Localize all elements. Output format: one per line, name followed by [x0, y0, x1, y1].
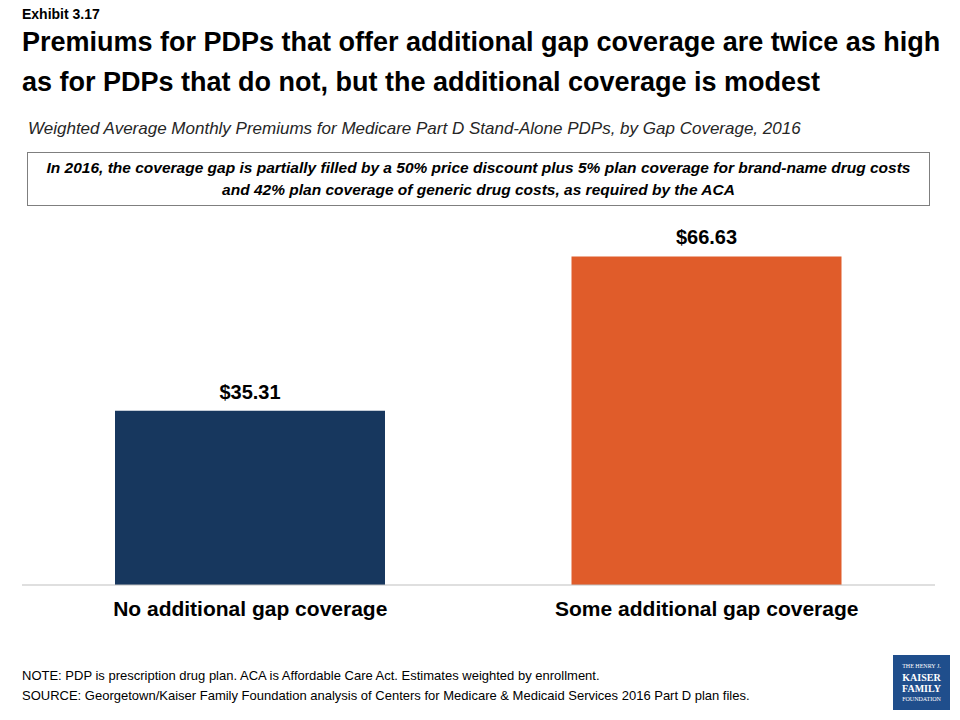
svg-text:Some additional gap coverage: Some additional gap coverage: [555, 597, 858, 620]
html-text:SOURCE: Georgetown/Kaiser Fami: SOURCE: Georgetown/Kaiser Family Foundat…: [22, 688, 750, 703]
html-text:Exhibit 3.17: Exhibit 3.17: [22, 6, 100, 22]
svg-text:$35.31: $35.31: [219, 381, 280, 403]
html-text:Premiums for PDPs that offer a: Premiums for PDPs that offer additional …: [22, 27, 941, 97]
html-text:NOTE: PDP is prescription drug: NOTE: PDP is prescription drug plan. ACA…: [22, 668, 600, 683]
html-text:Weighted Average Monthly Premi: Weighted Average Monthly Premiums for Me…: [28, 119, 801, 138]
svg-text:$66.63: $66.63: [676, 226, 737, 248]
html-text:FOUNDATION: FOUNDATION: [902, 695, 941, 702]
svg-text:No additional gap coverage: No additional gap coverage: [113, 597, 387, 620]
html-text:KAISER: KAISER: [902, 671, 941, 683]
html-text:FAMILY: FAMILY: [902, 682, 941, 694]
html-text:THE HENRY J.: THE HENRY J.: [902, 662, 941, 669]
html-text:In 2016, the coverage gap is p: In 2016, the coverage gap is partially f…: [46, 159, 911, 198]
